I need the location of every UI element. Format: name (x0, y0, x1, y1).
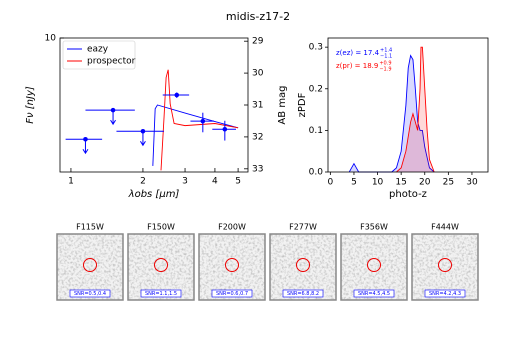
snr-label: SNR=4.5,4.5 (358, 291, 390, 297)
cutout-label: F115W (76, 223, 104, 232)
snr-label: SNR=0.6,0.7 (216, 291, 248, 297)
x-axis-label: photo-z (389, 189, 427, 200)
x-tick-label: 5 (351, 178, 357, 188)
photometry-point (83, 136, 88, 142)
x-tick-label: 15 (395, 178, 406, 188)
snr-box (424, 289, 466, 298)
y-tick-label: 0.3 (309, 43, 323, 53)
upper-limit-arrow (82, 139, 89, 155)
x-tick-label: 20 (419, 178, 431, 188)
cutout-frame (340, 233, 408, 301)
plot-area (65, 69, 239, 171)
y-tick-label: 10 (45, 34, 57, 44)
pdf-line (396, 46, 435, 173)
photometry-point (140, 128, 146, 134)
cutout-noise (341, 234, 407, 300)
source-aperture (154, 258, 168, 272)
photometry-point (222, 126, 228, 132)
annotation-text: z(ez) = 17.4 (336, 49, 380, 57)
snr-label: SNR=1.1,1.5 (145, 291, 177, 297)
annotation-text: z(pr) = 18.9 (336, 62, 378, 70)
cutout-noise (199, 234, 265, 300)
cutout-frame (127, 233, 195, 301)
cutout-frame (198, 233, 266, 301)
annotation: z(ez) = 17.4 (336, 49, 380, 57)
y2-tick-label: 29 (252, 37, 264, 47)
annotation-lower: −1.1 (380, 54, 392, 60)
axes-frame (327, 37, 489, 173)
y-axis-label: Fν [nJy] (25, 86, 36, 124)
legend-label: prospector (87, 57, 136, 67)
cutout-label: F200W (218, 223, 246, 232)
snr-label: SNR=4.2,4.3 (429, 291, 461, 297)
source-aperture (296, 258, 310, 272)
photometry-point (174, 92, 180, 98)
pdf-fill (396, 47, 435, 172)
annotation-upper: +1.4 (380, 48, 392, 54)
snr-box (211, 289, 253, 298)
cutout-noise (128, 234, 194, 300)
snr-box (140, 289, 182, 298)
y2-tick-label: 31 (252, 101, 263, 111)
x-tick-label: 3 (182, 177, 188, 187)
cutout-frame (269, 233, 337, 301)
model-line (160, 69, 239, 171)
cutout-noise (270, 234, 336, 300)
figure-title: midis-z17-2 (226, 10, 290, 23)
x-tick-label: 2 (140, 177, 146, 187)
y-tick-label: 0.0 (309, 168, 324, 178)
source-aperture (225, 258, 239, 272)
cutout-frame (411, 233, 479, 301)
snr-box (69, 289, 111, 298)
x-tick-label: 30 (466, 178, 478, 188)
cutout-noise (57, 234, 123, 300)
pdf-line (348, 54, 435, 173)
source-aperture (367, 258, 381, 272)
source-aperture (83, 258, 97, 272)
upper-limit-arrow (140, 131, 146, 147)
x-tick-label: 0 (327, 178, 333, 188)
legend-frame (62, 40, 136, 70)
snr-label: SNR=6.8,8.2 (287, 291, 319, 297)
y-tick-label: 0.2 (309, 84, 323, 94)
y2-tick-label: 32 (252, 132, 263, 142)
cutout-noise (412, 234, 478, 300)
snr-label: SNR=0.5,0.4 (74, 291, 106, 297)
cutout-label: F150W (147, 223, 175, 232)
x-tick-label: 1 (68, 177, 74, 187)
annotation-upper: +0.9 (379, 61, 391, 67)
photometry-point (200, 118, 206, 124)
x-tick-label: 4 (212, 177, 218, 187)
cutout-label: F444W (431, 223, 459, 232)
photometry-point (110, 107, 116, 113)
legend-label: eazy (87, 45, 109, 55)
snr-box (353, 289, 395, 298)
x-tick-label: 5 (235, 177, 241, 187)
source-aperture (438, 258, 452, 272)
cutout-label: F356W (360, 223, 388, 232)
x-tick-label: 10 (372, 178, 384, 188)
pdf-fill (349, 55, 435, 173)
upper-limit-arrow (110, 110, 116, 126)
axes-frame (59, 37, 249, 173)
x-axis-label: λobs [μm] (128, 189, 180, 200)
x-tick-label: 25 (443, 178, 454, 188)
y2-axis-label: AB mag (277, 85, 288, 124)
y2-tick-label: 33 (252, 164, 263, 174)
y2-tick-label: 30 (252, 69, 264, 79)
cutout-label: F277W (289, 223, 317, 232)
annotation: z(pr) = 18.9 (336, 62, 378, 70)
annotation-lower: −1.9 (379, 67, 391, 73)
y-tick-label: 0.1 (309, 126, 323, 136)
y-axis-label: zPDF (297, 92, 308, 117)
snr-box (282, 289, 324, 298)
cutout-frame (56, 233, 124, 301)
